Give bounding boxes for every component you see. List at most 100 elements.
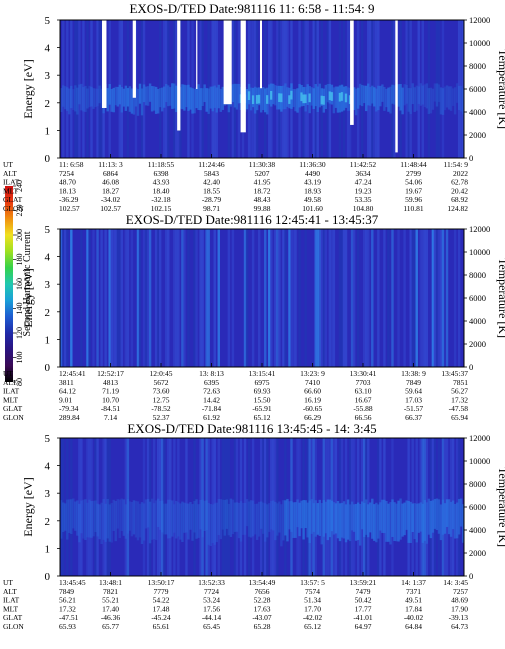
heatmap-cell — [377, 438, 380, 576]
heatmap-cell — [259, 438, 263, 576]
heatmap-cell — [102, 438, 105, 576]
heatmap-cell — [211, 438, 214, 576]
heatmap-cell — [161, 438, 164, 576]
table-cell: 13:23: 9 — [300, 369, 325, 378]
y2-tick-label: 12000 — [469, 224, 490, 234]
table-cell: 65.12 — [254, 413, 271, 422]
heatmap-band-cell — [209, 86, 212, 109]
heatmap-bright-cell — [278, 93, 281, 102]
heatmap-band-cell — [193, 89, 196, 114]
table-cell: 17.70 — [304, 604, 321, 613]
heatmap-gap — [395, 20, 398, 153]
heatmap-band-cell — [274, 85, 277, 106]
heatmap-cell — [383, 229, 386, 367]
heatmap-cell — [461, 20, 464, 158]
table-cell: 7410 — [305, 378, 320, 387]
table-cell: 11:48:44 — [400, 160, 427, 169]
y-axis-label: Energy [eV] — [21, 477, 35, 536]
heatmap-band-cell — [201, 88, 204, 107]
heatmap-cell — [332, 229, 336, 367]
heatmap-band-cell — [367, 83, 370, 106]
heatmap-cell — [270, 229, 273, 367]
heatmap-band-cell — [445, 85, 449, 108]
heatmap-cell — [346, 20, 350, 158]
heatmap-cell — [82, 20, 85, 158]
heatmap-band-cell — [288, 501, 291, 530]
table-cell: 12:0:45 — [150, 369, 173, 378]
heatmap-band-cell — [306, 84, 309, 106]
heatmap-cell — [459, 20, 463, 158]
colorbar-tick-label: 160 — [15, 278, 24, 290]
heatmap-cell — [288, 229, 291, 367]
heatmap-band-cell — [373, 87, 376, 107]
table-cell: -78.52 — [151, 404, 171, 413]
heatmap-band-cell — [421, 503, 424, 543]
table-cell: 50.42 — [355, 596, 372, 605]
table-cell: -60.65 — [303, 404, 323, 413]
heatmap-cell — [163, 438, 166, 576]
y-tick-label: 4 — [45, 252, 51, 264]
heatmap-bright-cell — [320, 95, 323, 105]
heatmap-cell — [165, 20, 168, 158]
heatmap-band-cell — [110, 88, 113, 112]
heatmap-band-cell — [120, 87, 124, 113]
heatmap-band-cell — [163, 503, 166, 535]
heatmap-cell — [332, 438, 336, 576]
heatmap-cell — [74, 20, 77, 158]
heatmap-band-cell — [60, 500, 63, 539]
table-cell: 13:30:41 — [350, 369, 377, 378]
heatmap-band-cell — [130, 501, 134, 537]
heatmap-cell — [66, 438, 69, 576]
heatmap-cell — [409, 229, 412, 367]
table-cell: 14: 1:37 — [401, 578, 426, 587]
heatmap-band-cell — [266, 504, 269, 538]
heatmap-band-cell — [211, 504, 214, 543]
heatmap-band-cell — [245, 499, 249, 527]
heatmap-band-cell — [92, 88, 95, 109]
heatmap-cell — [419, 229, 422, 367]
row-label: GLAT — [3, 613, 23, 622]
table-cell: 17.77 — [355, 604, 372, 613]
table-cell: 101.60 — [302, 204, 323, 213]
heatmap-gap — [350, 20, 354, 125]
heatmap-band-cell — [435, 83, 439, 107]
heatmap-band-cell — [312, 88, 315, 109]
heatmap-band-cell — [282, 500, 285, 541]
table-cell: 43.19 — [304, 178, 321, 187]
heatmap-cell — [62, 229, 65, 367]
heatmap-band-cell — [146, 86, 150, 106]
heatmap-bright-cell — [308, 93, 311, 103]
heatmap-band-cell — [148, 501, 152, 544]
heatmap-cell — [409, 20, 412, 158]
heatmap-band-cell — [348, 504, 352, 542]
heatmap-band-cell — [163, 86, 166, 108]
heatmap-cell — [167, 438, 170, 576]
heatmap-band-cell — [387, 87, 390, 112]
heatmap-band-cell — [415, 503, 418, 543]
table-cell: 41.95 — [254, 178, 271, 187]
heatmap-cell — [112, 229, 115, 367]
heatmap-band-cell — [136, 88, 140, 116]
heatmap-band-cell — [385, 88, 388, 108]
y-tick-label: 0 — [45, 153, 51, 165]
heatmap-cell — [78, 438, 81, 576]
heatmap-band-cell — [292, 502, 295, 538]
heatmap-band-cell — [62, 85, 65, 107]
table-cell: 7849 — [59, 587, 74, 596]
table-cell: 4490 — [305, 169, 320, 178]
heatmap-band-cell — [334, 503, 338, 534]
heatmap-band-cell — [104, 503, 107, 542]
heatmap-bright-cell — [251, 95, 255, 105]
y2-tick-label: 12000 — [469, 433, 490, 443]
heatmap-band-cell — [221, 499, 225, 530]
heatmap — [60, 438, 464, 576]
table-cell: 65.28 — [254, 622, 271, 631]
y-tick-label: 0 — [45, 571, 51, 583]
heatmap-band-cell — [360, 85, 364, 107]
row-label: MLT — [3, 186, 19, 195]
heatmap-band-cell — [82, 499, 85, 539]
heatmap-cell — [100, 20, 103, 158]
colorbar-tick-label: 220 — [15, 205, 24, 217]
heatmap-cell — [435, 229, 439, 367]
heatmap-band-cell — [199, 88, 202, 111]
